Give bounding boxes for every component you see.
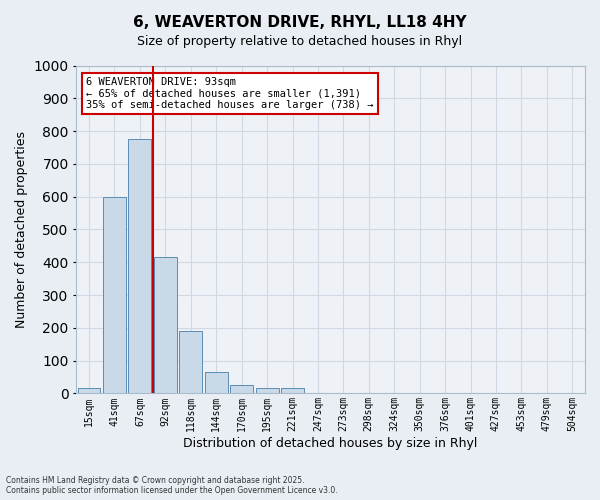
Bar <box>230 385 253 394</box>
Bar <box>205 372 227 394</box>
Bar <box>154 258 177 394</box>
Bar <box>179 331 202 394</box>
Text: 6, WEAVERTON DRIVE, RHYL, LL18 4HY: 6, WEAVERTON DRIVE, RHYL, LL18 4HY <box>133 15 467 30</box>
Bar <box>128 140 151 394</box>
Bar <box>77 388 100 394</box>
Bar <box>281 388 304 394</box>
X-axis label: Distribution of detached houses by size in Rhyl: Distribution of detached houses by size … <box>184 437 478 450</box>
Text: Contains HM Land Registry data © Crown copyright and database right 2025.
Contai: Contains HM Land Registry data © Crown c… <box>6 476 338 495</box>
Text: 6 WEAVERTON DRIVE: 93sqm
← 65% of detached houses are smaller (1,391)
35% of sem: 6 WEAVERTON DRIVE: 93sqm ← 65% of detach… <box>86 77 374 110</box>
Bar <box>256 388 278 394</box>
Y-axis label: Number of detached properties: Number of detached properties <box>15 131 28 328</box>
Text: Size of property relative to detached houses in Rhyl: Size of property relative to detached ho… <box>137 35 463 48</box>
Bar <box>103 196 126 394</box>
